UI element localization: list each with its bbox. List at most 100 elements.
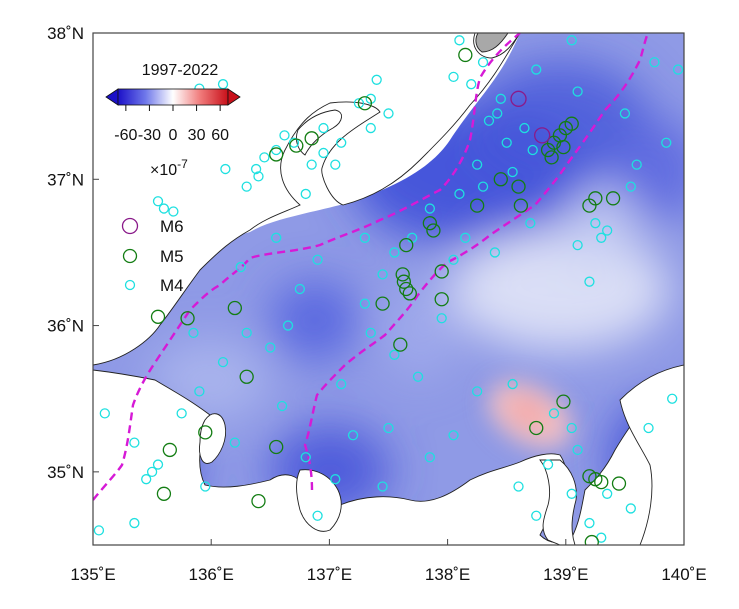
earthquake-m4-marker bbox=[279, 130, 290, 141]
earthquake-m4-marker bbox=[519, 122, 530, 134]
x-tick-label: 139˚E bbox=[543, 565, 588, 584]
magnitude-legend: M6 M5 M4 bbox=[121, 217, 184, 295]
earthquake-m4-marker bbox=[383, 422, 394, 434]
earthquake-m5-marker bbox=[227, 300, 242, 316]
earthquake-m4-marker bbox=[141, 474, 152, 485]
x-tick-label: 138˚E bbox=[425, 565, 470, 584]
earthquake-m5-marker bbox=[513, 198, 529, 213]
sado-grey bbox=[475, 33, 509, 53]
earthquake-m4-marker bbox=[220, 163, 231, 175]
earthquake-m5-marker bbox=[357, 96, 373, 111]
earthquake-m4-marker bbox=[412, 371, 424, 382]
earthquake-m4-marker bbox=[241, 327, 252, 339]
earthquake-m4-marker bbox=[495, 93, 506, 104]
earthquake-m4-marker bbox=[188, 327, 199, 339]
earthquake-m4-marker bbox=[566, 422, 577, 434]
colorbar: 1997-2022 -60 -30 0 30 60 ×10-7 bbox=[105, 62, 241, 179]
earthquake-m5-marker bbox=[375, 296, 390, 311]
earthquake-m4-marker bbox=[365, 122, 376, 134]
earthquake-m4-marker bbox=[572, 444, 583, 456]
colorbar-tick-label: 30 bbox=[188, 127, 206, 144]
earthquake-m4-marker bbox=[259, 152, 270, 163]
x-tick-label: 137˚E bbox=[307, 565, 352, 584]
earthquake-m4-marker bbox=[265, 342, 276, 353]
colorbar-tick-label: 60 bbox=[211, 127, 229, 144]
earthquake-m5-marker bbox=[434, 264, 449, 279]
earthquake-m4-marker bbox=[619, 108, 631, 119]
earthquake-m4-marker bbox=[483, 115, 495, 126]
earthquake-m5-marker bbox=[582, 198, 597, 213]
earthquake-m5-marker bbox=[493, 172, 508, 187]
earthquake-m5-marker bbox=[426, 223, 441, 238]
earthquake-m4-marker bbox=[336, 137, 347, 148]
colorbar-tick-label: -30 bbox=[138, 127, 161, 144]
earthquake-m4-marker bbox=[477, 57, 489, 68]
colorbar-tick-label: -60 bbox=[114, 127, 137, 144]
earthquake-m4-marker bbox=[99, 408, 110, 419]
earthquake-m4-marker bbox=[330, 159, 341, 170]
land-tokyo-bay-east bbox=[619, 364, 684, 545]
earthquake-m4-marker bbox=[513, 481, 524, 492]
legend-item-m4: M4 bbox=[124, 276, 184, 295]
axis-ticks: 135˚E 136˚E 137˚E 138˚E 139˚E 140˚E 35˚N 36˚N 37… bbox=[47, 24, 707, 584]
earthquake-m4-marker bbox=[271, 232, 282, 243]
earthquake-m4-marker bbox=[448, 254, 459, 265]
earthquake-m6-marker bbox=[510, 90, 527, 107]
earthquake-m5-marker bbox=[269, 147, 284, 162]
earthquake-m4-marker bbox=[590, 218, 601, 229]
land-sea-of-japan-coast bbox=[93, 33, 521, 366]
earthquake-m4-marker bbox=[318, 122, 329, 134]
colorbar-ticks: -60 -30 0 30 60 bbox=[114, 105, 229, 144]
earthquake-m4-marker bbox=[625, 503, 636, 514]
earthquake-m5-marker bbox=[605, 191, 621, 206]
earthquake-m4-marker bbox=[306, 159, 317, 170]
legend-m6-symbol bbox=[121, 217, 139, 235]
earthquake-m5-marker bbox=[180, 311, 195, 326]
fault-lines bbox=[93, 33, 650, 501]
earthquake-m4-marker bbox=[454, 188, 465, 200]
earthquake-m4-marker bbox=[176, 408, 187, 419]
earthquake-m4-marker bbox=[282, 320, 294, 331]
earthquake-m4-marker bbox=[661, 137, 672, 148]
land-honshu-south bbox=[93, 369, 684, 545]
earthquake-m5-marker bbox=[594, 474, 609, 490]
earthquake-m4-marker bbox=[377, 481, 388, 492]
earthquake-m4-marker bbox=[300, 188, 311, 200]
earthquake-m5-marker bbox=[399, 237, 414, 253]
colorbar-title: 1997-2022 bbox=[142, 62, 219, 79]
earthquake-m4-marker bbox=[566, 35, 577, 46]
earthquake-m4-marker bbox=[525, 218, 536, 229]
earthquake-m4-marker bbox=[643, 422, 654, 434]
earthquake-m4-marker bbox=[389, 349, 400, 360]
legend-m4-label: M4 bbox=[160, 276, 184, 295]
earthquake-m4-marker bbox=[294, 283, 306, 295]
legend-m5-symbol bbox=[122, 248, 138, 264]
earthquake-m5-marker bbox=[198, 425, 213, 440]
y-tick-label: 37˚N bbox=[47, 170, 84, 189]
earthquake-m4-marker bbox=[365, 327, 376, 339]
earthquake-m4-marker bbox=[596, 232, 607, 243]
earthquake-m4-marker bbox=[631, 159, 642, 170]
earthquake-m5-marker bbox=[289, 138, 304, 153]
earthquake-m5-marker bbox=[458, 47, 473, 63]
earthquake-m4-marker bbox=[330, 474, 341, 485]
earthquake-m4-marker bbox=[146, 466, 158, 478]
legend-item-m6: M6 bbox=[121, 217, 184, 236]
colorbar-scale-base: ×10 bbox=[150, 162, 177, 179]
earthquake-m4-marker bbox=[129, 517, 140, 529]
earthquake-m5-marker bbox=[434, 292, 449, 307]
earthquake-m4-marker bbox=[471, 386, 483, 397]
earthquake-m5-marker bbox=[399, 281, 414, 297]
colorbar-tick-label: 0 bbox=[169, 127, 178, 144]
earthquake-m4-marker bbox=[649, 57, 660, 68]
earthquake-m5-marker bbox=[393, 337, 408, 352]
earthquake-m4-marker bbox=[217, 356, 229, 368]
earthquake-m4-marker bbox=[531, 510, 542, 521]
earthquake-m4-marker bbox=[436, 313, 447, 324]
earthquake-m5-marker bbox=[395, 267, 410, 282]
fault-line-east bbox=[303, 33, 650, 491]
earthquake-m5-marker bbox=[402, 286, 417, 301]
earthquake-m4-marker bbox=[466, 79, 477, 90]
earthquake-m5-marker bbox=[544, 150, 559, 165]
earthquake-m4-marker bbox=[448, 71, 459, 83]
